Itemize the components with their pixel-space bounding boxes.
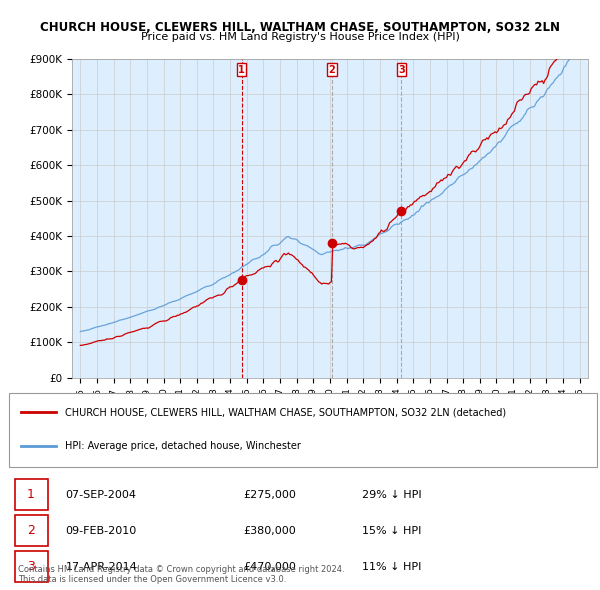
Text: 29% ↓ HPI: 29% ↓ HPI — [362, 490, 422, 500]
Text: HPI: Average price, detached house, Winchester: HPI: Average price, detached house, Winc… — [65, 441, 301, 451]
Text: 09-FEB-2010: 09-FEB-2010 — [65, 526, 137, 536]
Text: £470,000: £470,000 — [244, 562, 296, 572]
Text: 3: 3 — [398, 65, 405, 74]
FancyBboxPatch shape — [9, 394, 597, 467]
Text: 2: 2 — [328, 65, 335, 74]
Text: 1: 1 — [238, 65, 245, 74]
Text: Price paid vs. HM Land Registry's House Price Index (HPI): Price paid vs. HM Land Registry's House … — [140, 32, 460, 42]
FancyBboxPatch shape — [15, 514, 47, 546]
Text: £275,000: £275,000 — [244, 490, 296, 500]
Text: 3: 3 — [27, 560, 35, 573]
Text: 15% ↓ HPI: 15% ↓ HPI — [362, 526, 422, 536]
FancyBboxPatch shape — [15, 478, 47, 510]
Text: 17-APR-2014: 17-APR-2014 — [65, 562, 137, 572]
FancyBboxPatch shape — [15, 551, 47, 582]
Text: 07-SEP-2004: 07-SEP-2004 — [65, 490, 136, 500]
Text: 1: 1 — [27, 488, 35, 501]
Text: 2: 2 — [27, 525, 35, 537]
Text: 11% ↓ HPI: 11% ↓ HPI — [362, 562, 422, 572]
Text: CHURCH HOUSE, CLEWERS HILL, WALTHAM CHASE, SOUTHAMPTON, SO32 2LN: CHURCH HOUSE, CLEWERS HILL, WALTHAM CHAS… — [40, 21, 560, 34]
Text: £380,000: £380,000 — [244, 526, 296, 536]
Text: CHURCH HOUSE, CLEWERS HILL, WALTHAM CHASE, SOUTHAMPTON, SO32 2LN (detached): CHURCH HOUSE, CLEWERS HILL, WALTHAM CHAS… — [65, 408, 506, 418]
Text: Contains HM Land Registry data © Crown copyright and database right 2024.
This d: Contains HM Land Registry data © Crown c… — [18, 565, 344, 584]
